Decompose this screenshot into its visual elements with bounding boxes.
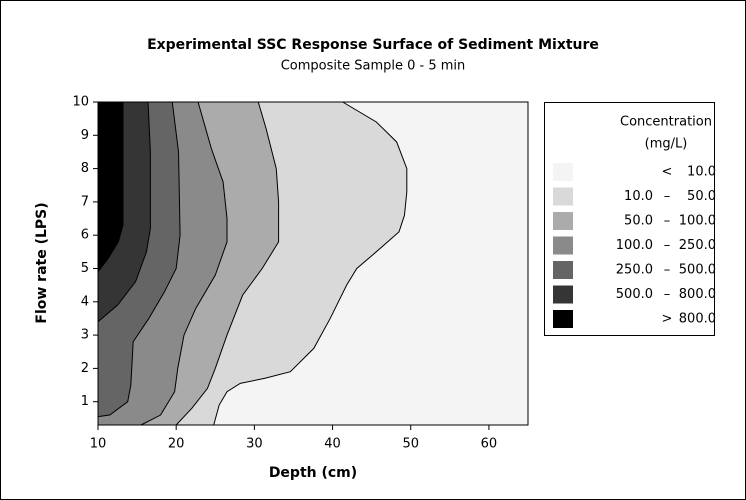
contour-line	[97, 101, 181, 418]
x-tick-label: 50	[402, 437, 419, 452]
legend-sep: >	[662, 312, 673, 327]
legend-sep: –	[664, 287, 671, 302]
legend-upper: 500.0	[679, 263, 716, 278]
y-tick-label: 4	[81, 294, 89, 309]
y-tick-label: 10	[72, 95, 89, 110]
legend-upper: 100.0	[679, 214, 716, 229]
legend-swatch	[553, 310, 573, 328]
legend-sep: –	[664, 263, 671, 278]
x-tick-label: 40	[324, 437, 341, 452]
legend-swatch	[553, 261, 573, 279]
legend-sep: <	[662, 165, 673, 180]
y-tick-label: 6	[81, 228, 89, 243]
legend-upper: 800.0	[679, 312, 716, 327]
x-tick-label: 60	[481, 437, 498, 452]
plot-border	[97, 101, 529, 426]
chart-title: Experimental SSC Response Surface of Sed…	[147, 37, 599, 53]
x-tick-label: 20	[168, 437, 185, 452]
legend-title: (mg/L)	[645, 137, 688, 152]
contour-line	[97, 102, 124, 273]
y-axis-label: Flow rate (LPS)	[34, 202, 50, 323]
legend-upper: 50.0	[687, 189, 716, 204]
y-tick-label: 2	[81, 361, 89, 376]
legend-swatch	[553, 212, 573, 230]
legend-title: Concentration	[620, 115, 712, 130]
legend-swatch	[553, 187, 573, 206]
contour-line	[97, 101, 151, 323]
x-axis-label: Depth (cm)	[269, 465, 357, 481]
legend-lower: 500.0	[616, 287, 653, 302]
y-tick-label: 9	[81, 128, 89, 143]
legend-upper: 10.0	[687, 165, 716, 180]
contour-line	[175, 101, 280, 426]
contour-region	[98, 102, 124, 425]
y-tick-label: 8	[81, 161, 89, 176]
y-tick-label: 3	[81, 328, 89, 343]
contour-line	[140, 101, 228, 426]
contour-line	[213, 101, 408, 426]
legend-swatch	[553, 236, 573, 255]
legend-upper: 800.0	[679, 287, 716, 302]
y-tick-label: 7	[81, 194, 89, 209]
legend-upper: 250.0	[679, 238, 716, 253]
legend-sep: –	[664, 189, 671, 204]
legend-lower: 100.0	[616, 238, 653, 253]
legend-lower: 50.0	[624, 214, 653, 229]
legend-sep: –	[664, 214, 671, 229]
legend-lower: 10.0	[624, 189, 653, 204]
legend-swatch	[553, 163, 573, 181]
y-tick-label: 1	[81, 394, 89, 409]
x-tick-label: 10	[90, 437, 107, 452]
x-tick-label: 30	[246, 437, 263, 452]
legend-sep: –	[664, 238, 671, 253]
y-tick-label: 5	[81, 261, 89, 276]
chart-subtitle: Composite Sample 0 - 5 min	[281, 59, 466, 74]
legend-swatch	[553, 285, 573, 304]
legend-lower: 250.0	[616, 263, 653, 278]
